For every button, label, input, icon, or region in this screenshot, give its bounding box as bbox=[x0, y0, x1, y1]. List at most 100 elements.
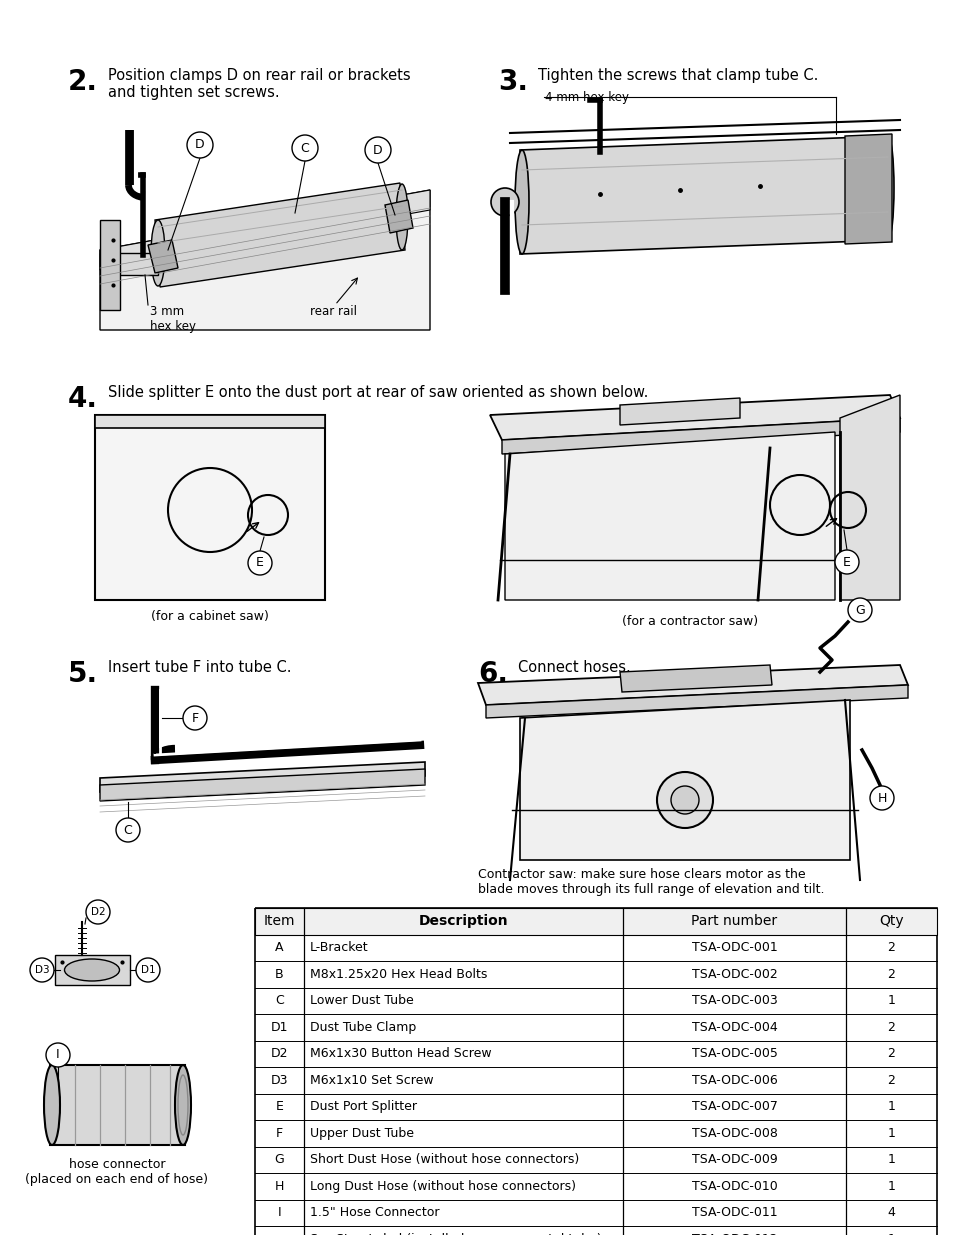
Text: Tighten the screws that clamp tube C.: Tighten the screws that clamp tube C. bbox=[537, 68, 818, 83]
Polygon shape bbox=[100, 190, 430, 330]
Text: TSA-ODC-006: TSA-ODC-006 bbox=[691, 1073, 777, 1087]
Text: C: C bbox=[300, 142, 309, 154]
Text: 2: 2 bbox=[886, 1073, 894, 1087]
Text: H: H bbox=[877, 792, 885, 804]
Text: L-Bracket: L-Bracket bbox=[310, 941, 369, 955]
Text: (for a contractor saw): (for a contractor saw) bbox=[621, 615, 758, 629]
Text: M6x1x10 Set Screw: M6x1x10 Set Screw bbox=[310, 1073, 434, 1087]
Ellipse shape bbox=[151, 220, 165, 287]
Ellipse shape bbox=[882, 136, 893, 240]
Text: Short Dust Hose (without hose connectors): Short Dust Hose (without hose connectors… bbox=[310, 1153, 578, 1166]
Text: Dust Tube Clamp: Dust Tube Clamp bbox=[310, 1021, 416, 1034]
Text: TSA-ODC-008: TSA-ODC-008 bbox=[691, 1126, 777, 1140]
Polygon shape bbox=[55, 955, 130, 986]
Text: 1: 1 bbox=[886, 1153, 894, 1166]
Text: Long Dust Hose (without hose connectors): Long Dust Hose (without hose connectors) bbox=[310, 1179, 576, 1193]
Text: 1: 1 bbox=[886, 1126, 894, 1140]
Text: TSA-ODC-007: TSA-ODC-007 bbox=[691, 1100, 777, 1113]
Text: H: H bbox=[274, 1179, 284, 1193]
Text: 1: 1 bbox=[886, 1100, 894, 1113]
Bar bbox=[95, 415, 325, 600]
Text: 2.: 2. bbox=[68, 68, 98, 96]
Text: 5.: 5. bbox=[68, 659, 98, 688]
Polygon shape bbox=[844, 135, 891, 245]
Polygon shape bbox=[490, 395, 899, 440]
Text: 2: 2 bbox=[886, 941, 894, 955]
Text: TSA-ODC-004: TSA-ODC-004 bbox=[691, 1021, 777, 1034]
Text: 1.5" Hose Connector: 1.5" Hose Connector bbox=[310, 1207, 439, 1219]
Text: I: I bbox=[277, 1207, 281, 1219]
Text: E: E bbox=[255, 557, 264, 569]
Text: -: - bbox=[277, 1233, 281, 1235]
Text: TSA-ODC-009: TSA-ODC-009 bbox=[691, 1153, 777, 1166]
Polygon shape bbox=[100, 220, 120, 310]
Text: E: E bbox=[842, 556, 850, 568]
Circle shape bbox=[30, 958, 54, 982]
Text: Connect hoses.: Connect hoses. bbox=[517, 659, 630, 676]
Text: 4 mm hex key: 4 mm hex key bbox=[544, 90, 628, 104]
Text: D3: D3 bbox=[271, 1073, 288, 1087]
Circle shape bbox=[292, 135, 317, 161]
Circle shape bbox=[187, 132, 213, 158]
Polygon shape bbox=[501, 417, 899, 454]
Circle shape bbox=[869, 785, 893, 810]
Text: Lower Dust Tube: Lower Dust Tube bbox=[310, 994, 414, 1008]
Circle shape bbox=[491, 188, 518, 216]
Text: D: D bbox=[195, 138, 205, 152]
Polygon shape bbox=[519, 136, 889, 254]
Text: rear rail: rear rail bbox=[310, 305, 356, 317]
Polygon shape bbox=[100, 253, 158, 275]
Text: D1: D1 bbox=[140, 965, 155, 974]
Circle shape bbox=[248, 551, 272, 576]
Text: 1: 1 bbox=[886, 994, 894, 1008]
Text: Description: Description bbox=[418, 914, 508, 929]
Circle shape bbox=[86, 900, 110, 924]
Polygon shape bbox=[477, 664, 907, 705]
Circle shape bbox=[136, 958, 160, 982]
Text: SawStop Label (installed on upper metal tube): SawStop Label (installed on upper metal … bbox=[310, 1233, 601, 1235]
Text: TSA-ODC-002: TSA-ODC-002 bbox=[691, 968, 777, 981]
Text: C: C bbox=[274, 994, 284, 1008]
Text: TSA-ODC-012: TSA-ODC-012 bbox=[691, 1233, 777, 1235]
Polygon shape bbox=[619, 664, 771, 692]
Text: G: G bbox=[274, 1153, 284, 1166]
Text: F: F bbox=[192, 711, 198, 725]
Circle shape bbox=[657, 772, 712, 827]
Ellipse shape bbox=[174, 1065, 191, 1145]
Text: B: B bbox=[275, 968, 284, 981]
Text: Contractor saw: make sure hose clears motor as the
blade moves through its full : Contractor saw: make sure hose clears mo… bbox=[477, 868, 823, 897]
Text: 1: 1 bbox=[886, 1179, 894, 1193]
Polygon shape bbox=[385, 200, 413, 233]
Polygon shape bbox=[148, 240, 178, 273]
Text: 6.: 6. bbox=[477, 659, 507, 688]
Text: TSA-ODC-001: TSA-ODC-001 bbox=[691, 941, 777, 955]
Text: M6x1x30 Button Head Screw: M6x1x30 Button Head Screw bbox=[310, 1047, 491, 1061]
Text: Slide splitter E onto the dust port at rear of saw oriented as shown below.: Slide splitter E onto the dust port at r… bbox=[108, 385, 648, 400]
Text: M8x1.25x20 Hex Head Bolts: M8x1.25x20 Hex Head Bolts bbox=[310, 968, 487, 981]
Polygon shape bbox=[840, 395, 899, 600]
Text: Position clamps D on rear rail or brackets
and tighten set screws.: Position clamps D on rear rail or bracke… bbox=[108, 68, 410, 100]
Text: Part number: Part number bbox=[691, 914, 777, 929]
Text: D2: D2 bbox=[271, 1047, 288, 1061]
Text: 2: 2 bbox=[886, 1047, 894, 1061]
Text: Item: Item bbox=[264, 914, 295, 929]
Polygon shape bbox=[504, 432, 834, 600]
Text: D: D bbox=[373, 143, 382, 157]
Text: F: F bbox=[275, 1126, 283, 1140]
Text: D2: D2 bbox=[91, 906, 105, 918]
Polygon shape bbox=[519, 700, 849, 860]
Ellipse shape bbox=[515, 149, 529, 254]
Ellipse shape bbox=[44, 1065, 60, 1145]
Ellipse shape bbox=[65, 960, 119, 981]
Text: I: I bbox=[56, 1049, 60, 1062]
Polygon shape bbox=[154, 183, 405, 287]
Text: 4.: 4. bbox=[68, 385, 98, 412]
Bar bbox=[254, 908, 936, 935]
Polygon shape bbox=[619, 398, 740, 425]
Text: 3.: 3. bbox=[497, 68, 527, 96]
Circle shape bbox=[365, 137, 391, 163]
Text: G: G bbox=[854, 604, 864, 616]
Polygon shape bbox=[95, 415, 325, 429]
Text: TSA-ODC-011: TSA-ODC-011 bbox=[691, 1207, 777, 1219]
Text: 2: 2 bbox=[886, 1021, 894, 1034]
